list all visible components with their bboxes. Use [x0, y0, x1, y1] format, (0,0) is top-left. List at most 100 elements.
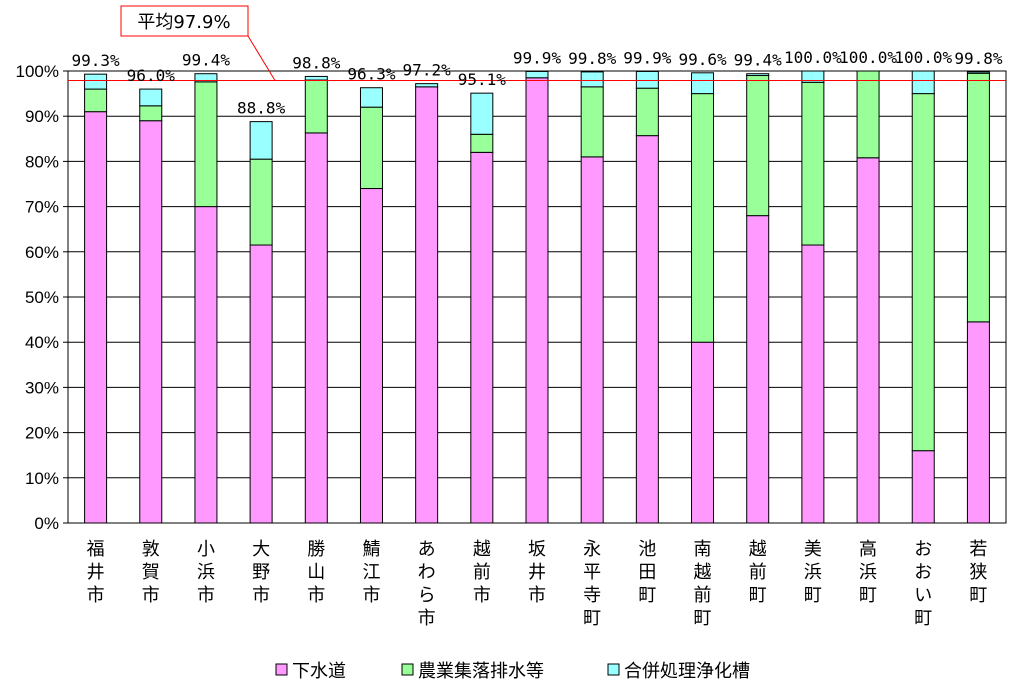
category-label: 越前町	[749, 539, 767, 606]
category-label: 勝山市	[307, 539, 325, 606]
bar-segment	[635, 135, 659, 524]
bar-segment	[415, 86, 439, 524]
bar-segment	[249, 244, 273, 524]
bar-segment	[415, 83, 439, 88]
data-label: 100.0%	[839, 48, 897, 67]
category-label: 池田町	[638, 539, 656, 606]
y-tick-label: 50%	[25, 288, 59, 307]
bar-segment	[966, 71, 990, 74]
category-label: 越前市	[473, 539, 491, 606]
y-tick-label: 10%	[25, 469, 59, 488]
category-labels: 福井市 敦賀市 小浜市 大野市 勝山市 鯖江市 あわら市 越前市 坂井市 永平寺町 池田町 南越前町 越…	[87, 539, 988, 629]
y-tick-label: 90%	[25, 107, 59, 126]
bar-segment	[911, 70, 935, 95]
category-label: 美浜町	[804, 539, 822, 606]
y-tick-label: 40%	[25, 333, 59, 352]
category-label: 若狭町	[969, 539, 987, 606]
y-tick-label: 70%	[25, 198, 59, 217]
category-label: 南越前町	[694, 539, 712, 629]
y-tick-label: 100%	[16, 62, 59, 81]
average-label-box	[120, 5, 249, 37]
bar-segment	[139, 105, 163, 122]
data-label: 100.0%	[894, 48, 952, 67]
bar-segment	[139, 120, 163, 524]
average-line-group: 平均97.9%	[68, 5, 1006, 81]
bar-segment	[194, 73, 218, 83]
bar-segment	[966, 72, 990, 323]
legend-swatch	[401, 663, 414, 676]
bar-segment	[359, 87, 383, 108]
plot-area-border	[67, 70, 1007, 524]
data-label: 88.8%	[237, 99, 286, 118]
bar-segment	[911, 450, 935, 524]
bar-segment	[801, 81, 825, 246]
data-label: 95.1%	[458, 70, 507, 89]
y-tick-label: 60%	[25, 243, 59, 262]
bar-segment	[84, 111, 108, 524]
legend: 下水道 農業集落排水等 合併処理浄化槽	[275, 661, 750, 682]
data-labels: 99.3% 96.0% 99.4% 88.8% 98.8% 96.3% 97.2% 95.1%…	[72, 48, 1003, 118]
data-label: 96.3%	[347, 65, 396, 84]
data-label: 100.0%	[784, 48, 842, 67]
bar-segment	[635, 87, 659, 137]
bar-segment	[525, 77, 549, 524]
bar-segment	[359, 188, 383, 524]
data-label: 99.8%	[568, 49, 617, 68]
category-label: 永平寺町	[583, 539, 601, 629]
average-leader-line	[247, 35, 276, 81]
legend-label: 農業集落排水等	[418, 661, 544, 682]
bar-segment	[691, 93, 715, 343]
bar-segment	[84, 88, 108, 113]
data-label: 99.8%	[954, 49, 1003, 68]
bar-segment	[84, 73, 108, 90]
bar-segment	[801, 244, 825, 524]
bar-segment	[525, 70, 549, 79]
bar-segment	[966, 321, 990, 524]
data-label: 99.9%	[623, 48, 672, 67]
y-tick-label: 30%	[25, 378, 59, 397]
y-tick-label: 0%	[34, 514, 59, 533]
bar-segment	[139, 88, 163, 107]
bar-segment	[194, 206, 218, 524]
data-label: 99.4%	[734, 51, 783, 70]
bar-segment	[635, 70, 659, 89]
bar-segment	[470, 151, 494, 524]
bar-segment	[856, 157, 880, 524]
data-label: 99.4%	[182, 51, 231, 70]
category-label: 坂井市	[528, 539, 546, 606]
data-label: 98.8%	[292, 53, 341, 72]
bar-segment	[304, 132, 328, 524]
bar-segment	[580, 156, 604, 524]
bar-segment	[746, 73, 770, 77]
data-label: 99.6%	[678, 50, 727, 69]
average-label: 平均97.9%	[137, 12, 230, 33]
bar-segment	[691, 72, 715, 95]
category-label: 大野市	[252, 539, 270, 606]
bar-segment	[304, 79, 328, 134]
bar-segment	[856, 70, 880, 159]
data-label: 99.3%	[72, 51, 121, 70]
data-label: 99.9%	[513, 48, 562, 67]
category-label: あわら市	[418, 539, 436, 629]
bar-segment	[194, 81, 218, 208]
bar-segment	[304, 75, 328, 81]
bars	[84, 70, 990, 524]
bar-segment	[746, 215, 770, 524]
y-tick-label: 20%	[25, 424, 59, 443]
plot-frame	[67, 70, 1007, 524]
bar-segment	[746, 75, 770, 217]
legend-swatch	[607, 663, 620, 676]
data-label: 97.2%	[403, 61, 452, 80]
bar-segment	[249, 121, 273, 160]
y-tick-label: 80%	[25, 152, 59, 171]
bar-segment	[470, 133, 494, 153]
category-label: おおい町	[914, 539, 932, 629]
category-label: 鯖江市	[362, 539, 380, 606]
legend-label: 合併処理浄化槽	[624, 661, 750, 682]
category-label: 高浜町	[859, 539, 877, 606]
bar-segment	[580, 86, 604, 158]
bar-segment	[911, 93, 935, 452]
bar-segment	[691, 341, 715, 524]
legend-label: 下水道	[292, 661, 346, 682]
